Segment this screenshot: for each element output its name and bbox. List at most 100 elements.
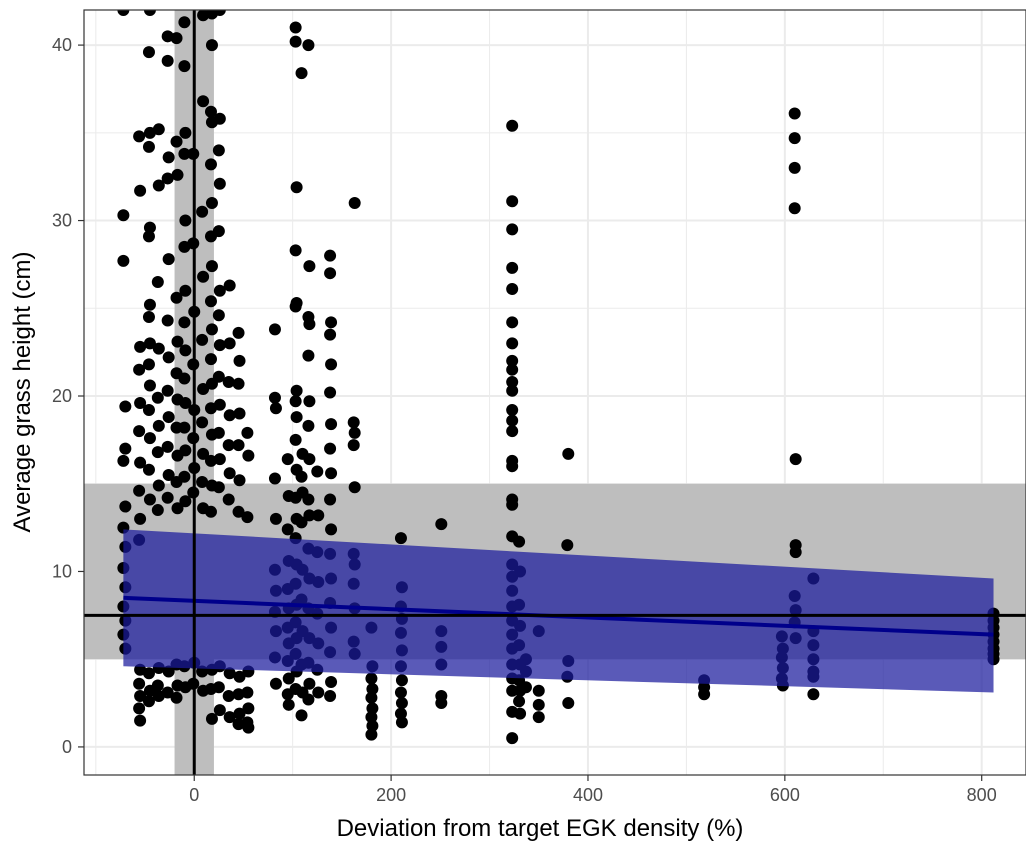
data-point	[519, 681, 532, 694]
data-point	[514, 707, 527, 720]
data-point	[365, 691, 378, 704]
data-point	[205, 712, 218, 725]
data-point	[223, 467, 236, 480]
data-point	[197, 270, 210, 283]
axes: 0 200 400 600 800 0 10 20 30 40	[52, 35, 997, 805]
data-point	[269, 512, 282, 525]
data-point	[133, 484, 146, 497]
data-point	[179, 344, 192, 357]
data-point	[233, 670, 246, 683]
data-point	[133, 677, 146, 690]
data-point	[197, 447, 210, 460]
data-point	[290, 411, 303, 424]
data-point	[134, 456, 147, 469]
data-point	[162, 151, 175, 164]
data-point	[142, 140, 155, 153]
data-point	[142, 230, 155, 243]
data-point	[282, 698, 295, 711]
data-point	[232, 505, 245, 518]
data-point	[205, 260, 218, 273]
data-point	[348, 481, 361, 494]
data-point	[242, 702, 255, 715]
data-point	[142, 667, 155, 680]
data-point	[179, 284, 192, 297]
data-point	[324, 442, 337, 455]
data-point	[561, 539, 574, 552]
data-point	[788, 202, 801, 215]
data-point	[142, 358, 155, 371]
data-point	[162, 253, 175, 266]
data-point	[133, 130, 146, 143]
data-point	[212, 370, 225, 383]
data-point	[289, 21, 302, 34]
data-point	[232, 377, 245, 390]
data-point	[242, 721, 255, 734]
data-point	[303, 395, 316, 408]
data-point	[142, 463, 155, 476]
data-point	[532, 698, 545, 711]
data-point	[134, 512, 147, 525]
data-point	[281, 453, 294, 466]
data-point	[302, 493, 315, 506]
data-point	[134, 714, 147, 727]
data-point	[162, 665, 175, 678]
data-point	[143, 298, 156, 311]
data-point	[223, 337, 236, 350]
data-point	[179, 214, 192, 227]
data-point	[161, 172, 174, 185]
data-point	[223, 279, 236, 292]
data-point	[178, 316, 191, 329]
data-point	[281, 523, 294, 536]
data-point	[223, 409, 236, 422]
data-point	[170, 135, 183, 148]
x-tick-label: 600	[770, 785, 800, 805]
data-point	[212, 426, 225, 439]
y-axis-title: Average grass height (cm)	[9, 251, 36, 532]
data-point	[151, 275, 164, 288]
data-point	[119, 442, 132, 455]
data-point	[162, 468, 175, 481]
data-point	[151, 446, 164, 459]
data-point	[143, 432, 156, 445]
data-point	[222, 493, 235, 506]
data-point	[282, 672, 295, 685]
data-point	[233, 474, 246, 487]
data-point	[365, 728, 378, 741]
data-point	[119, 500, 132, 513]
data-point	[196, 475, 209, 488]
data-point	[171, 168, 184, 181]
x-tick-label: 800	[967, 785, 997, 805]
data-point	[435, 697, 448, 710]
data-point	[212, 681, 225, 694]
data-point	[395, 716, 408, 729]
data-point	[325, 418, 338, 431]
data-point	[506, 261, 519, 274]
data-point	[789, 453, 802, 466]
data-point	[162, 351, 175, 364]
data-point	[348, 426, 361, 439]
data-point	[302, 693, 315, 706]
data-point	[143, 337, 156, 350]
data-point	[179, 495, 192, 508]
data-point	[161, 440, 174, 453]
data-point	[204, 105, 217, 118]
data-point	[162, 411, 175, 424]
reference-lines	[84, 10, 1026, 775]
data-point	[289, 300, 302, 313]
data-point	[324, 249, 337, 262]
data-point	[506, 375, 519, 388]
data-point	[295, 709, 308, 722]
data-point	[311, 465, 324, 478]
data-point	[178, 421, 191, 434]
data-point	[303, 509, 316, 522]
data-point	[562, 697, 575, 710]
data-point	[698, 688, 711, 701]
data-point	[117, 209, 130, 222]
data-point	[213, 453, 226, 466]
data-point	[312, 509, 325, 522]
data-point	[196, 205, 209, 218]
data-point	[506, 195, 519, 208]
data-point	[788, 161, 801, 174]
data-point	[268, 472, 281, 485]
data-point	[171, 335, 184, 348]
